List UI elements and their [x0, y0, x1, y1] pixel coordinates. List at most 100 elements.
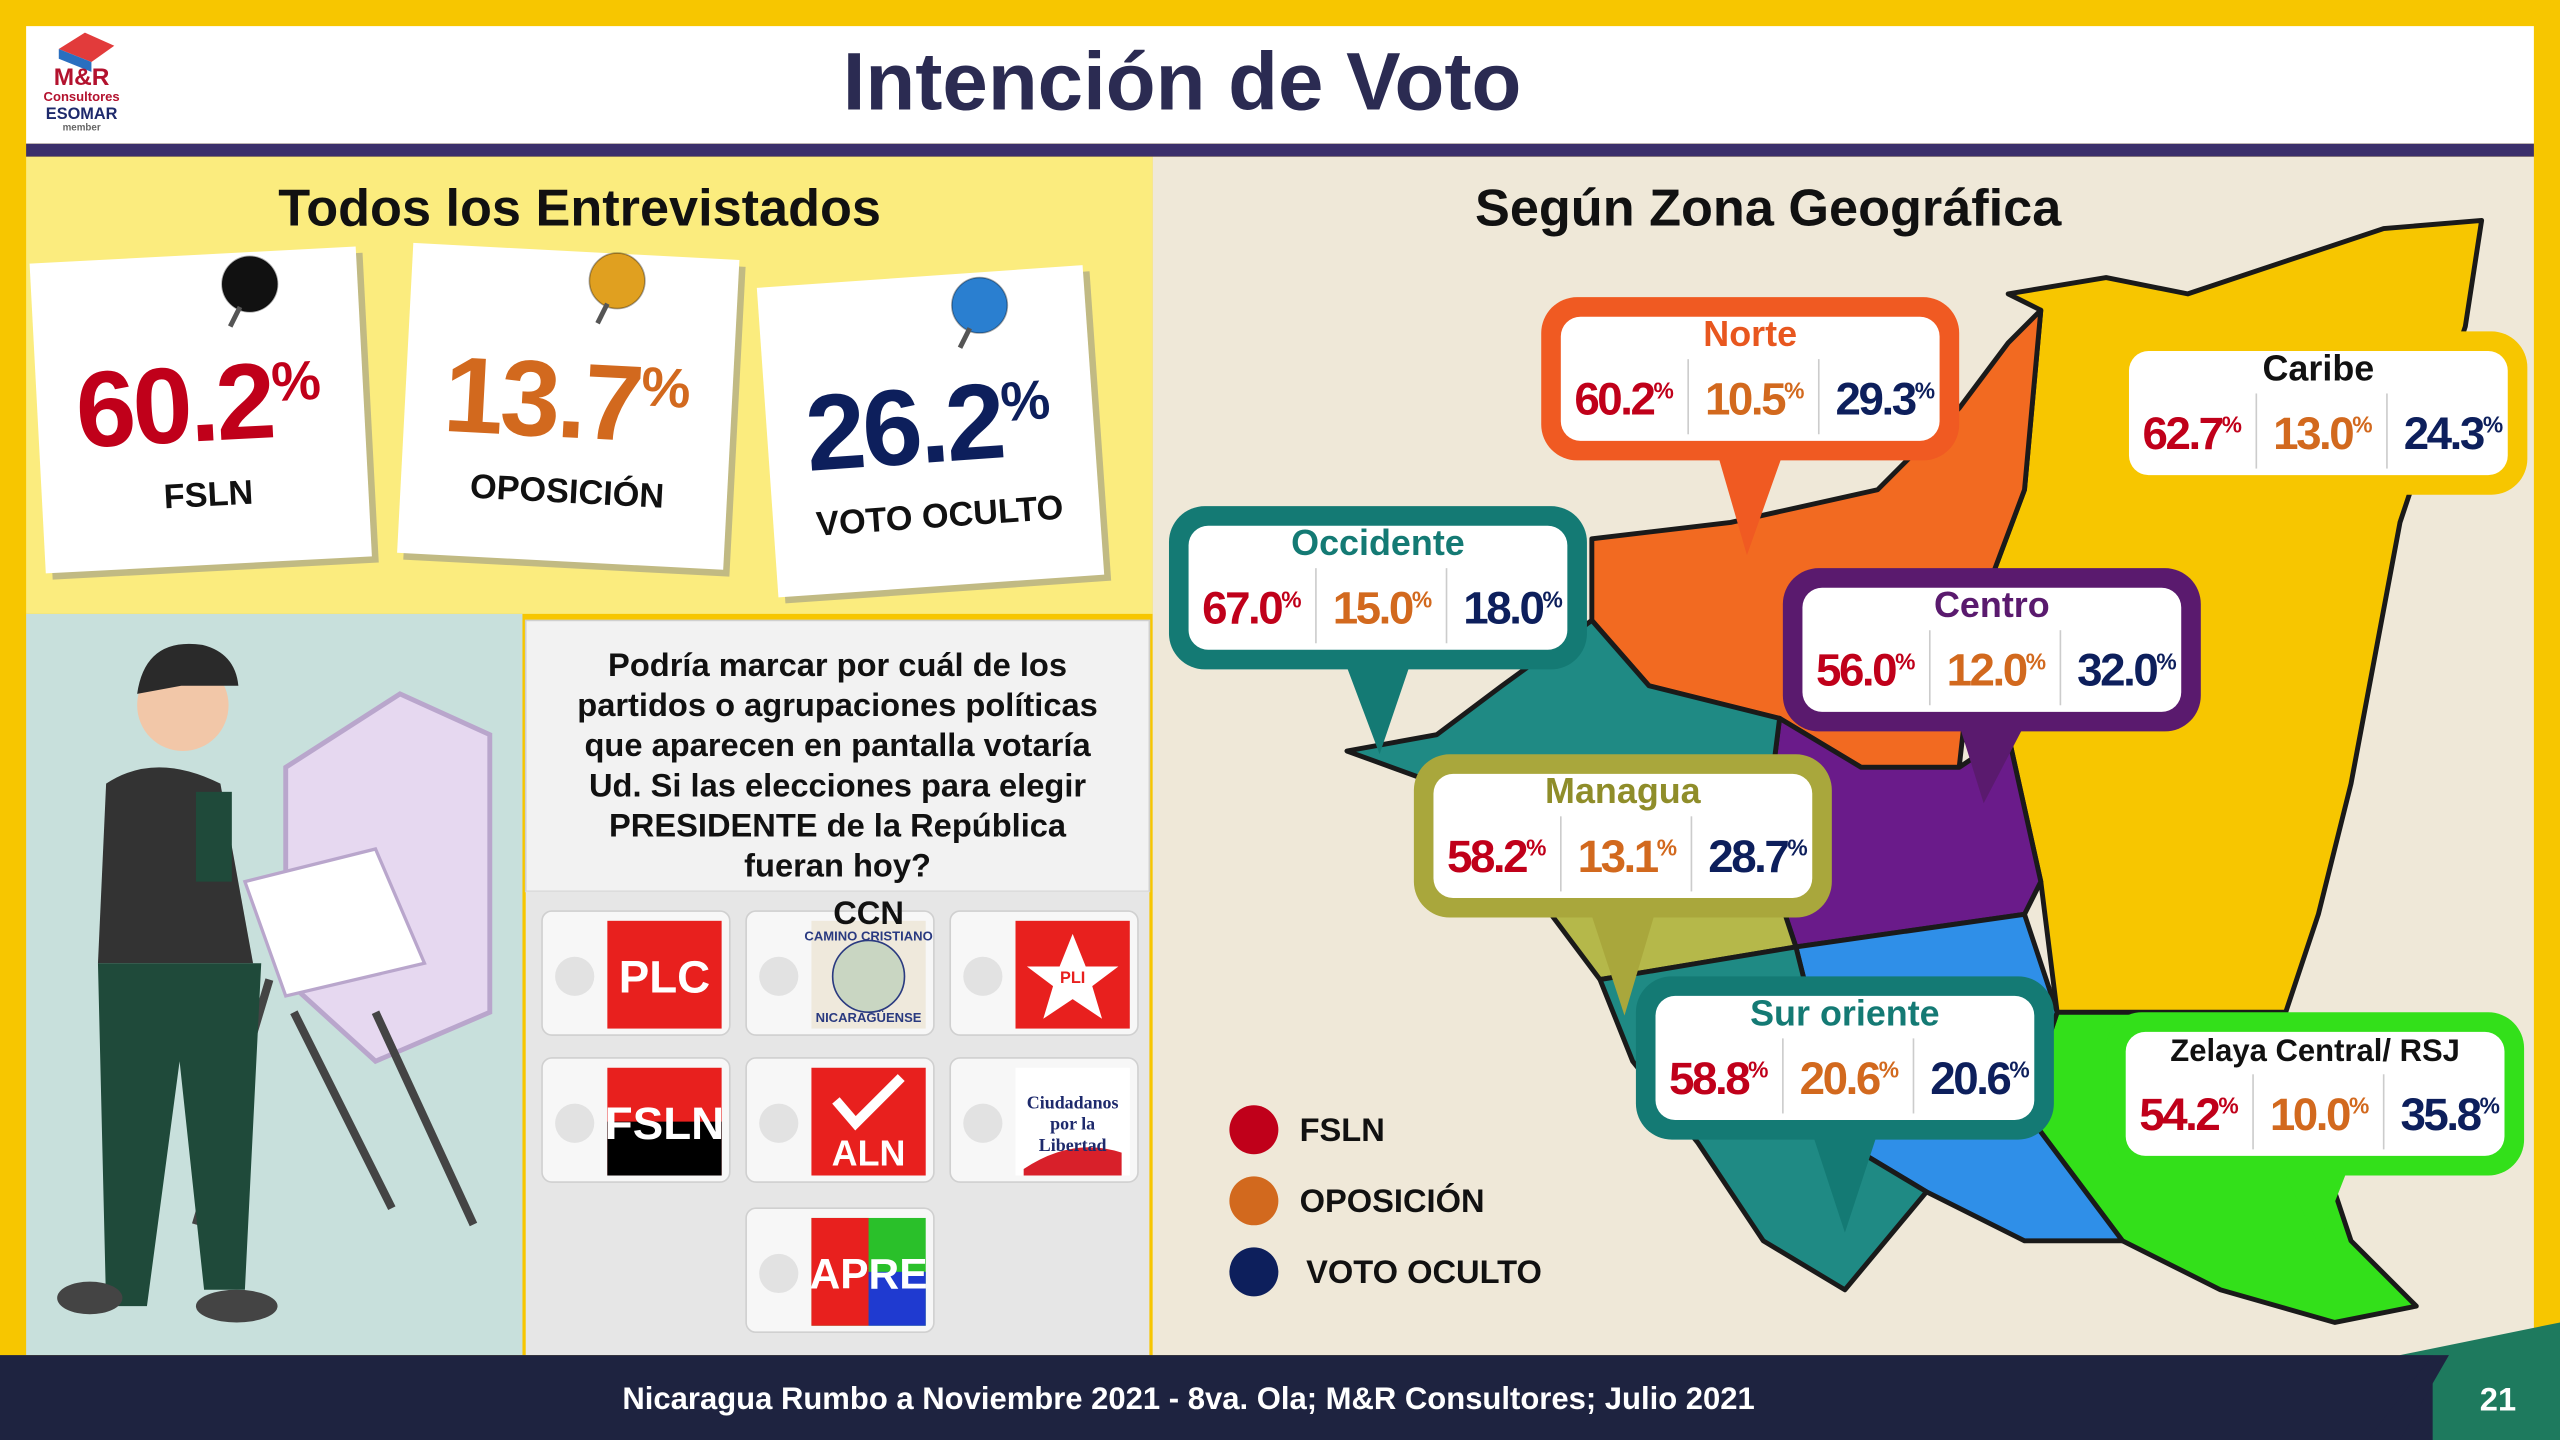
region-number: 13.0 [2273, 408, 2353, 459]
question-box [524, 619, 1151, 893]
region-unit: % [1657, 835, 1677, 861]
region-value: 67.0% [1202, 583, 1301, 634]
pin [588, 252, 646, 310]
sticky-note: 60.2%FSLN [29, 246, 379, 580]
region-value: 10.0% [2270, 1089, 2369, 1140]
party-text: Ciudadanos [1027, 1092, 1119, 1112]
region-number: 67.0 [1202, 583, 1282, 634]
region-number: 20.6 [1930, 1053, 2010, 1104]
region-value: 13.1% [1578, 831, 1677, 882]
party-emblem [831, 939, 906, 1014]
region-value: 62.7% [2143, 408, 2242, 459]
footer-text: Nicaragua Rumbo a Noviembre 2021 - 8va. … [622, 1381, 1754, 1416]
question-line: partidos o agrupaciones políticas [577, 686, 1098, 723]
region-unit: % [2156, 648, 2176, 674]
note-paper [756, 265, 1105, 598]
callout-body [1560, 316, 1940, 441]
region-unit: % [2026, 648, 2046, 674]
party-radio [759, 1253, 799, 1294]
region-number: 58.2 [1447, 831, 1527, 882]
note-paper [29, 246, 372, 574]
party-logo-band [811, 1217, 869, 1326]
region-unit: % [1526, 835, 1546, 861]
region-unit: % [1653, 377, 1673, 403]
party-text: NICARAGÜENSE [816, 1010, 922, 1025]
callout-body [1655, 995, 2035, 1120]
region-unit: % [2352, 412, 2372, 438]
region-value: 24.3% [2404, 408, 2503, 459]
party-text: PLI [1060, 969, 1085, 987]
note-unit: % [999, 368, 1051, 433]
region-number: 28.7 [1708, 831, 1788, 882]
question-line: Ud. Si las elecciones para elegir [589, 766, 1086, 803]
party-text: Libertad [1039, 1135, 1107, 1155]
title: Intención de Voto [843, 36, 1522, 127]
region-unit: % [1784, 377, 1804, 403]
region-number: 58.8 [1669, 1053, 1750, 1104]
callout-pointer [2282, 1168, 2348, 1245]
party-text: PLC [619, 951, 710, 1002]
region-unit: % [1542, 586, 1562, 612]
callout-pointer [1812, 1133, 1878, 1233]
party-logo-band [868, 1271, 926, 1326]
page-number: 21 [2480, 1381, 2516, 1418]
party-logo [607, 920, 722, 1029]
sticky-note: 13.7%OPOSICIÓN [397, 242, 746, 577]
logo-text: member [63, 123, 101, 134]
region-value: 54.2% [2139, 1089, 2238, 1140]
overall-title: Todos los Entrevistados [278, 179, 881, 237]
region-name: Managua [1545, 770, 1702, 811]
region-number: 18.0 [1463, 583, 1543, 634]
question-line: fueran hoy? [744, 847, 931, 884]
region-value: 13.0% [2273, 408, 2372, 459]
region-value: 32.0% [2077, 645, 2176, 696]
region-value: 60.2% [1574, 374, 1673, 425]
party-name: CCN [833, 894, 904, 931]
region-value: 15.0% [1333, 583, 1432, 634]
party-swoosh [1023, 1147, 1122, 1176]
callout-body [1802, 587, 2182, 712]
party-text: APRE [810, 1250, 928, 1297]
party-star [1026, 933, 1119, 1019]
callout-pointer [1959, 724, 2025, 804]
region-value: 58.8% [1669, 1053, 1768, 1104]
header-rule [26, 143, 2534, 157]
header-bar [26, 26, 2534, 144]
region-unit: % [2349, 1092, 2369, 1118]
region-number: 54.2 [2139, 1089, 2219, 1140]
region-number: 56.0 [1816, 645, 1896, 696]
region-value: 58.2% [1447, 831, 1546, 882]
callout-body [2125, 1031, 2505, 1156]
region-number: 13.1 [1578, 831, 1659, 882]
region-name: Caribe [2262, 347, 2374, 388]
region-value: 56.0% [1816, 645, 1915, 696]
callout-body [1433, 773, 1813, 898]
region-name: Centro [1934, 584, 2050, 625]
callout-body [2128, 351, 2508, 476]
sticky-note: 26.2%VOTO OCULTO [756, 265, 1112, 604]
region-number: 20.6 [1800, 1053, 1880, 1104]
region-value: 35.8% [2400, 1089, 2499, 1140]
pin-needle [595, 302, 610, 325]
region-unit: % [1915, 377, 1935, 403]
callout-pointer [1345, 662, 1411, 755]
footer-edge [2367, 1355, 2449, 1440]
region-unit: % [1412, 586, 1432, 612]
region-unit: % [2218, 1092, 2238, 1118]
note-unit: % [270, 349, 321, 413]
region-value: 20.6% [1930, 1053, 2029, 1104]
note-label: FSLN [163, 474, 254, 517]
region-name: Norte [1703, 313, 1797, 354]
region-value: 20.6% [1800, 1053, 1899, 1104]
region-number: 10.5 [1705, 374, 1786, 425]
legend-label: FSLN [1300, 1111, 1385, 1148]
callout-pointer [2285, 488, 2352, 592]
region-number: 29.3 [1836, 374, 1916, 425]
question-line: que aparecen en pantalla votaría [584, 726, 1091, 763]
party-check [832, 1074, 905, 1131]
note-unit: % [640, 355, 691, 419]
region-unit: % [1748, 1057, 1768, 1083]
party-logo [811, 1067, 926, 1176]
